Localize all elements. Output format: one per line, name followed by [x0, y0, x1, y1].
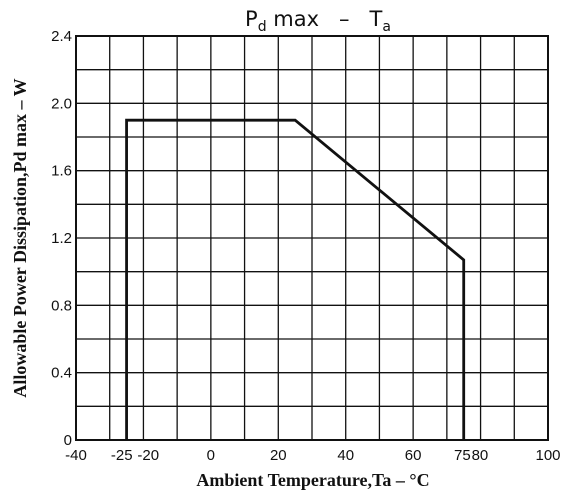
grid: [76, 36, 548, 440]
y-tick-label: 1.2: [51, 230, 72, 247]
x-tick-label: 75: [454, 447, 471, 464]
x-tick-label: -40: [65, 447, 87, 464]
plot-frame: [75, 35, 549, 441]
series-group: [125, 118, 466, 440]
y-tick-label: 1.6: [51, 163, 72, 180]
x-tick-label: 0: [207, 447, 215, 464]
chart-title: Pd max – Ta: [245, 7, 391, 35]
y-tick-label: 0.4: [51, 365, 72, 382]
y-axis-label: Allowable Power Dissipation,Pd max – W: [10, 78, 30, 397]
x-tick-label: 60: [405, 447, 422, 464]
x-tick-label: 40: [337, 447, 354, 464]
x-tick-label: 80: [472, 447, 489, 464]
x-tick-label: 20: [270, 447, 287, 464]
x-tick-label: -20: [137, 447, 159, 464]
x-tick-labels: -40 -25 -20 0 20 40 60 75 80 100: [65, 447, 560, 464]
y-tick-label: 0.8: [51, 297, 72, 314]
x-axis-label: Ambient Temperature,Ta – °C: [196, 470, 429, 490]
y-tick-label: 0: [64, 432, 72, 449]
y-tick-label: 2.4: [51, 28, 72, 45]
y-tick-labels: 0 0.4 0.8 1.2 1.6 2.0 2.4: [51, 28, 72, 449]
x-tick-label: 100: [535, 447, 560, 464]
x-tick-label: -25: [111, 447, 133, 464]
y-tick-label: 2.0: [51, 95, 72, 112]
derating-curve-line: [125, 118, 466, 440]
